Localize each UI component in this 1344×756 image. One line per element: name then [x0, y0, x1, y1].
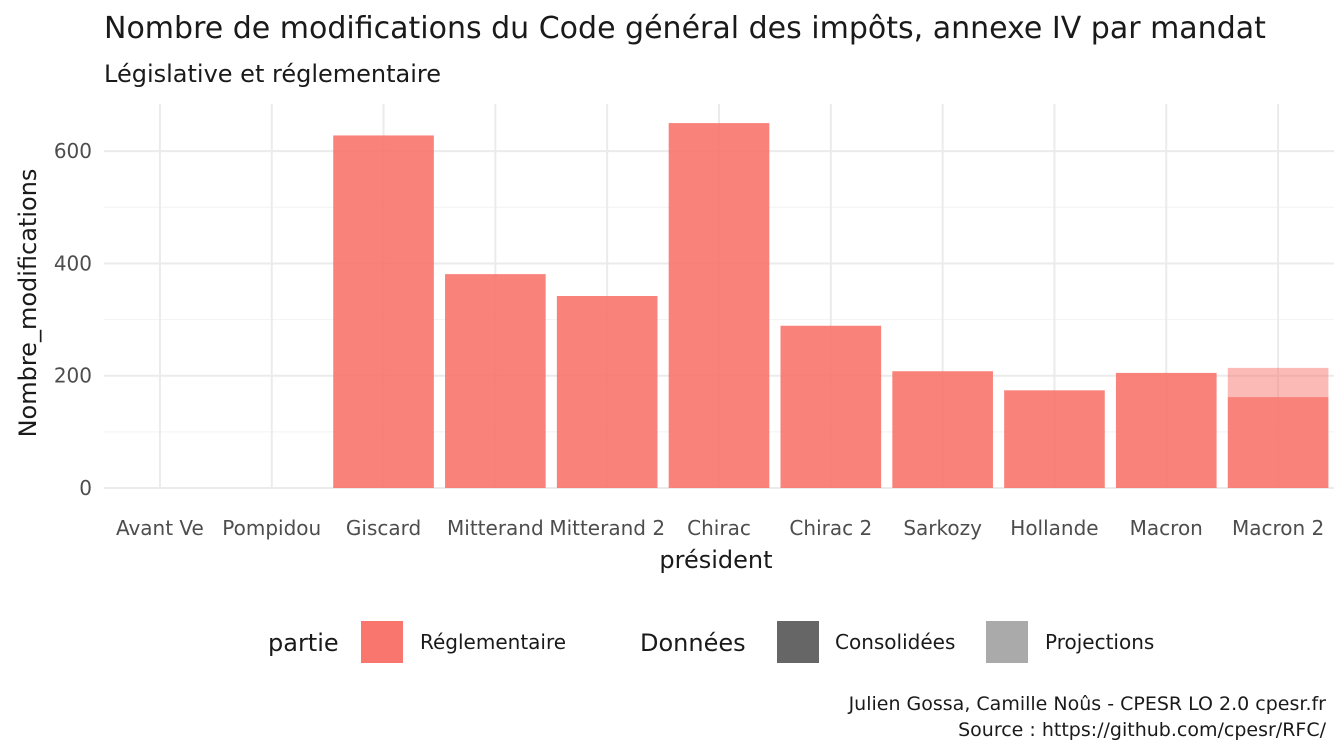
legend-key-consolidees	[777, 621, 819, 663]
legend-label-reglementaire: Réglementaire	[420, 630, 566, 654]
y-tick-label: 400	[54, 251, 92, 275]
y-axis-ticks: 0 200 400 600	[54, 139, 92, 500]
y-tick-label: 600	[54, 139, 92, 163]
legend: partie Réglementaire Données Consolidées Pro…	[268, 621, 1154, 663]
bar-consolidees	[556, 296, 658, 488]
x-tick-label: Macron	[1130, 516, 1203, 540]
chart-title: Nombre de modifications du Code général …	[104, 11, 1266, 46]
bar-consolidees	[1004, 390, 1105, 488]
bars	[333, 123, 1329, 489]
legend-label-consolidees: Consolidées	[835, 630, 955, 654]
legend-title-partie: partie	[268, 629, 339, 657]
caption-source: Source : https://github.com/cpesr/RFC/	[958, 719, 1327, 741]
x-axis-ticks: Avant Ve Pompidou Giscard Mitterand Mitteran…	[116, 516, 1324, 540]
x-tick-label: Sarkozy	[903, 516, 982, 540]
bar-consolidees	[1227, 397, 1329, 488]
bar-consolidees	[333, 135, 434, 488]
x-tick-label: Avant Ve	[116, 516, 204, 540]
legend-title-donnees: Données	[640, 629, 746, 657]
y-axis-title: Nombre_modifications	[14, 169, 42, 438]
x-tick-label: Chirac	[687, 516, 751, 540]
x-tick-label: Giscard	[346, 516, 421, 540]
bar-consolidees	[780, 325, 882, 488]
x-tick-label: Pompidou	[222, 516, 321, 540]
x-tick-label: Hollande	[1010, 516, 1098, 540]
y-tick-label: 0	[79, 476, 92, 500]
caption-credits: Julien Gossa, Camille Noûs - CPESR LO 2.…	[848, 693, 1327, 715]
chart-subtitle: Législative et réglementaire	[104, 60, 441, 88]
bar-consolidees	[892, 371, 993, 488]
legend-label-projections: Projections	[1045, 630, 1154, 654]
bar-consolidees	[1115, 372, 1217, 488]
x-axis-title: président	[659, 546, 772, 574]
x-tick-label: Macron 2	[1232, 516, 1324, 540]
x-tick-label: Mitterand 2	[549, 516, 665, 540]
legend-key-reglementaire	[361, 621, 403, 663]
x-tick-label: Mitterand	[447, 516, 544, 540]
bar-projections	[1227, 367, 1329, 398]
bar-consolidees	[445, 274, 546, 488]
x-tick-label: Chirac 2	[789, 516, 872, 540]
y-tick-label: 200	[54, 364, 92, 388]
legend-key-projections	[986, 621, 1028, 663]
bar-consolidees	[668, 123, 770, 489]
